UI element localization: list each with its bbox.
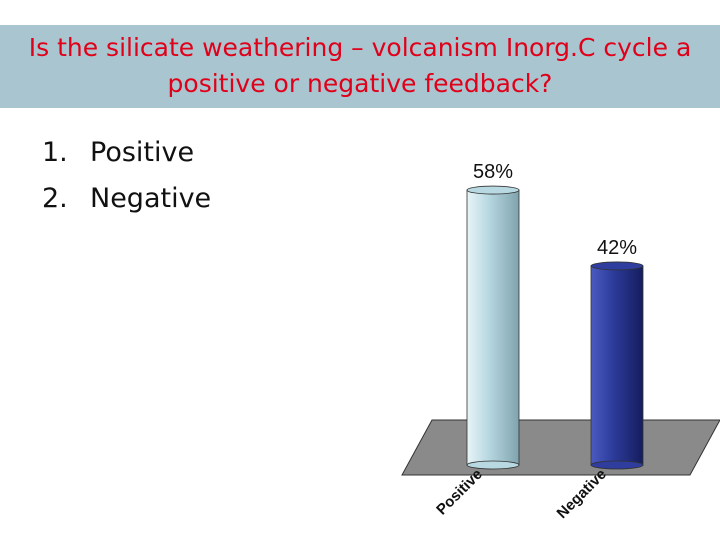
bar-top: [466, 185, 520, 195]
bar-base: [590, 460, 644, 470]
option-list: 1. Positive 2. Negative: [42, 130, 211, 222]
chart-floor: [401, 419, 720, 476]
slide-title: Is the silicate weathering – volcanism I…: [0, 25, 720, 108]
bar: [466, 189, 520, 466]
value-label: 58%: [473, 161, 513, 183]
option: 1. Positive: [42, 130, 211, 176]
option-number: 2.: [42, 183, 68, 214]
bar-top: [590, 261, 644, 271]
option-number: 1.: [42, 137, 68, 168]
option-label: Negative: [90, 183, 212, 214]
value-label: 42%: [597, 237, 637, 259]
bar-base: [466, 460, 520, 470]
bar: [590, 265, 644, 466]
option-label: Positive: [90, 137, 195, 168]
option: 2. Negative: [42, 176, 211, 222]
